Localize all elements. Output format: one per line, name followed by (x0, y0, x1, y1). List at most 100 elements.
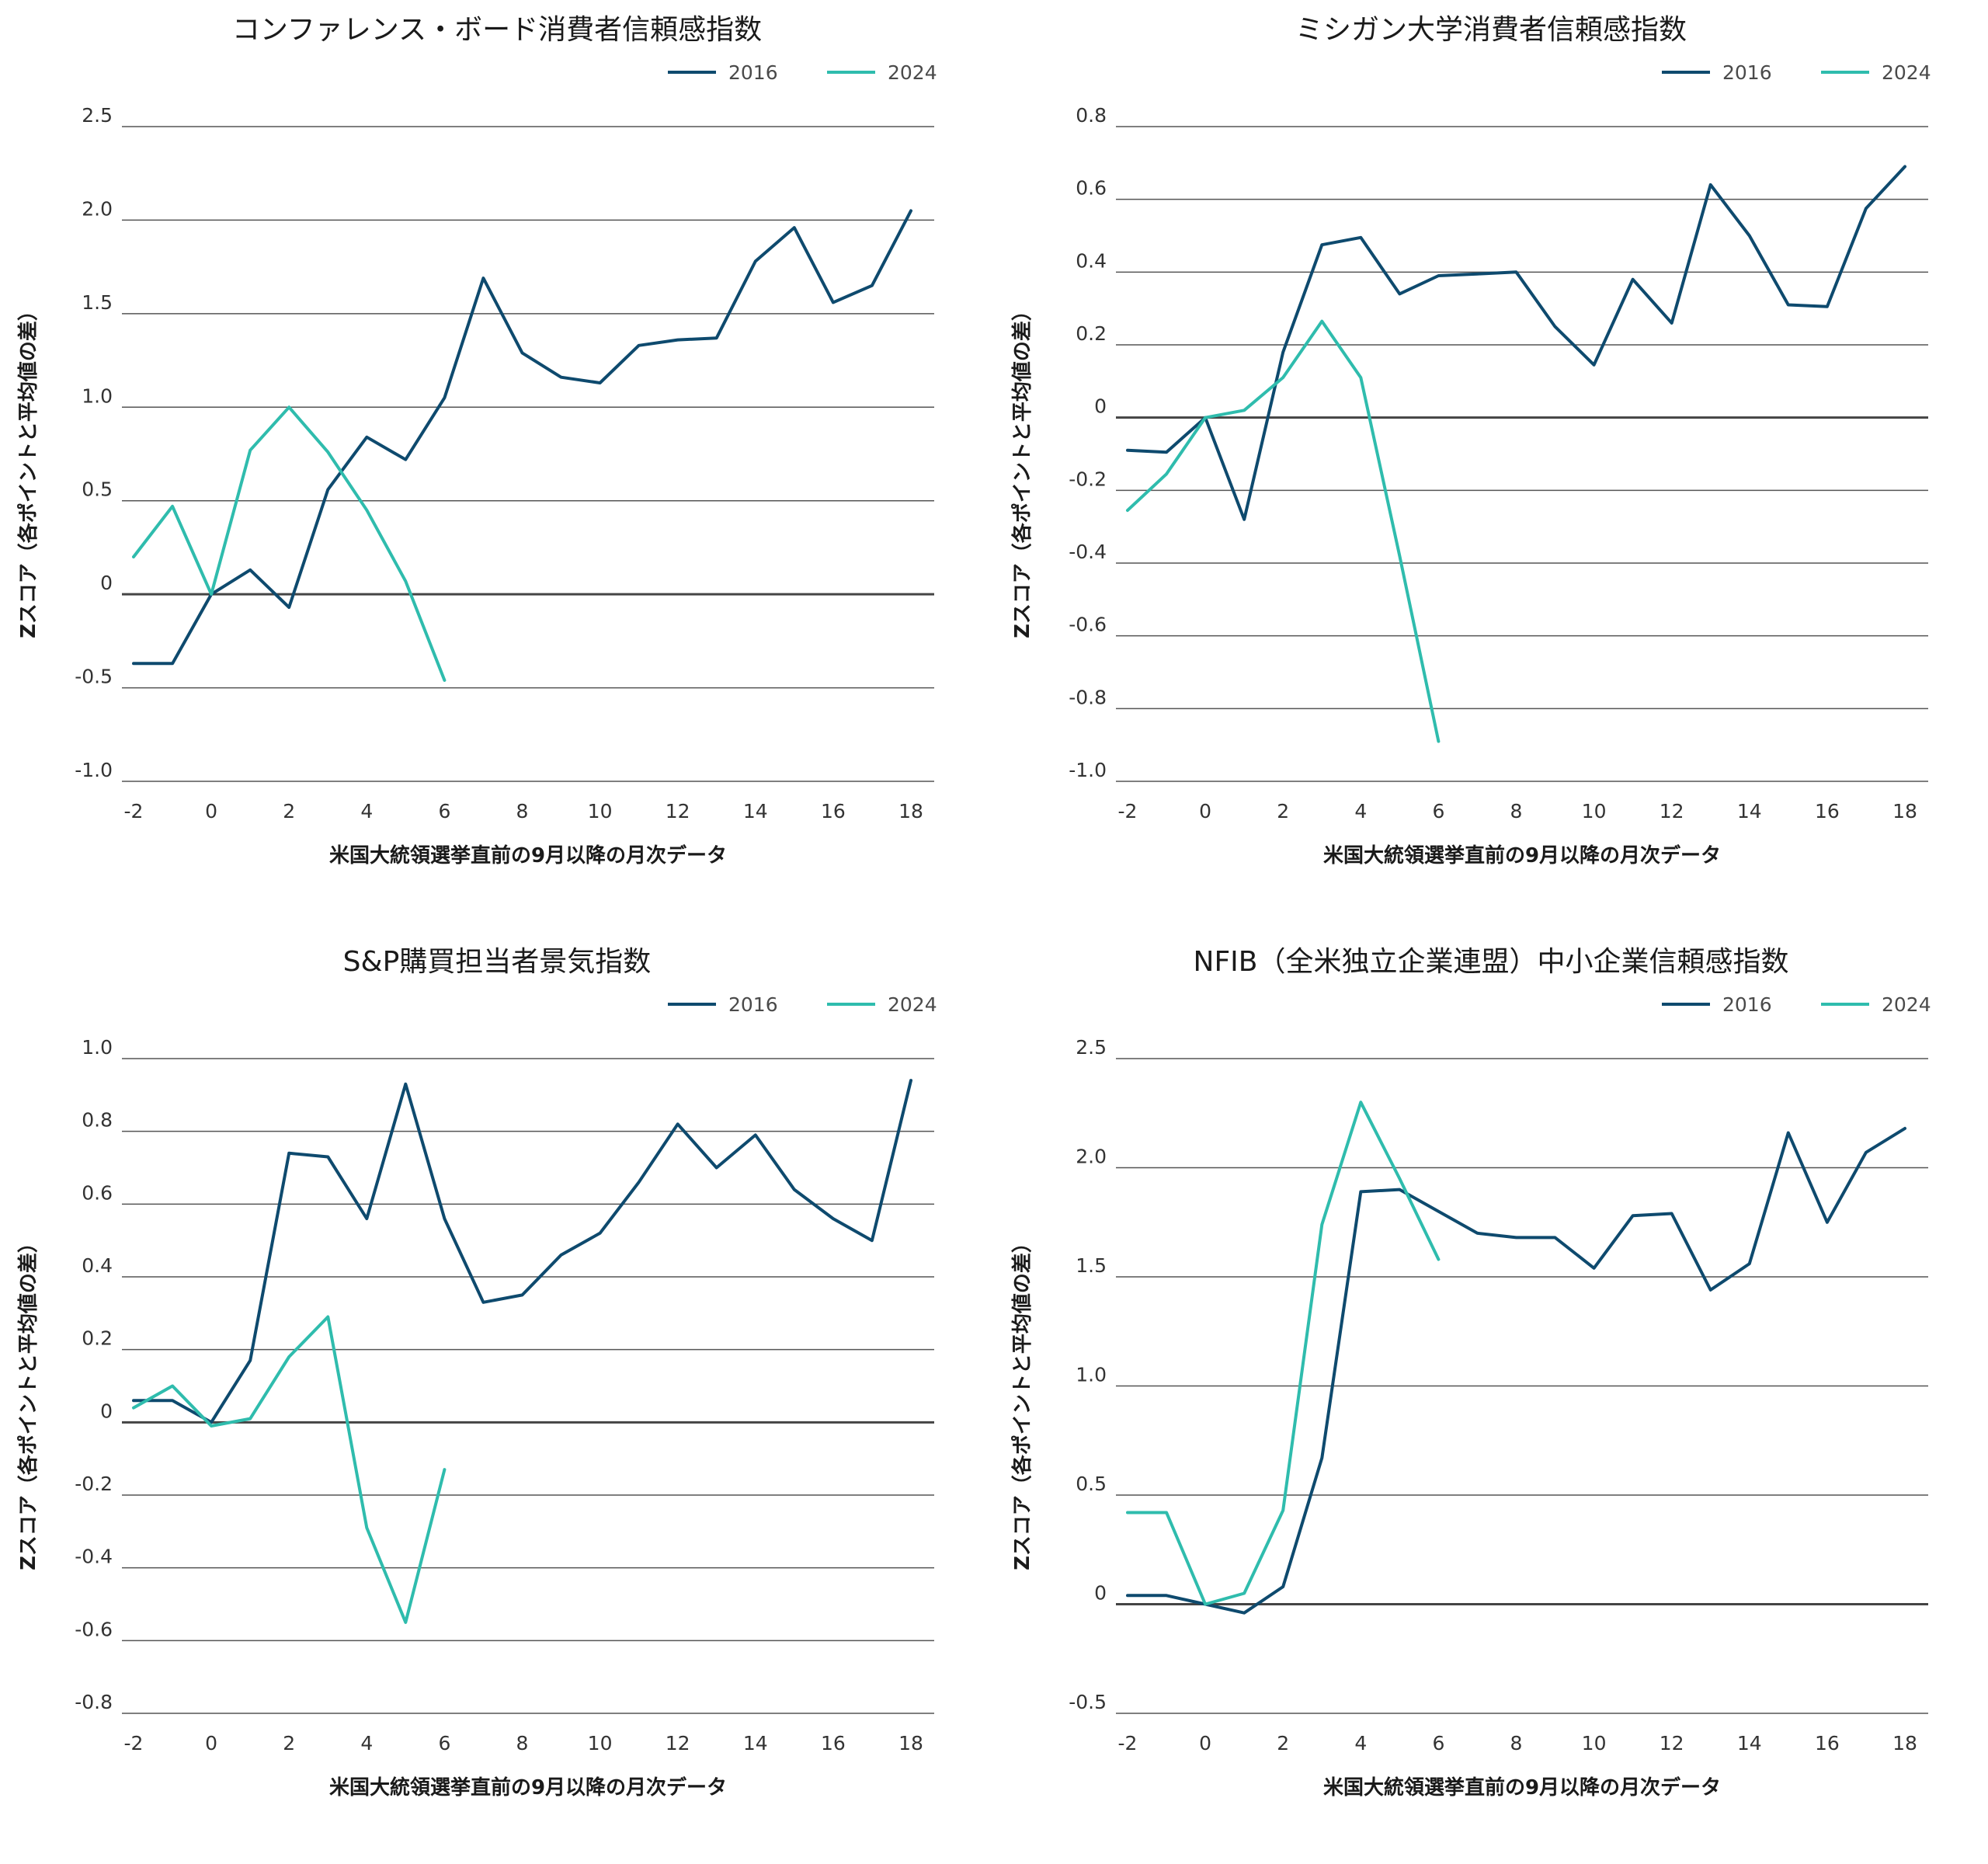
y-tick-label: 2.0 (82, 197, 113, 220)
y-tick-label: 0.4 (82, 1254, 113, 1277)
x-tick-label: 2 (1277, 1732, 1289, 1754)
legend-label: 2016 (728, 61, 778, 84)
x-tick-label: 18 (898, 800, 923, 822)
y-tick-label: -0.8 (75, 1691, 113, 1713)
x-tick-label: 10 (1582, 800, 1607, 822)
x-tick-label: 16 (821, 800, 846, 822)
x-tick-label: 12 (666, 800, 690, 822)
x-tick-label: 12 (666, 1732, 690, 1754)
y-tick-label: 0.4 (1076, 249, 1107, 272)
series-line-2024 (132, 1315, 447, 1624)
x-tick-label: 14 (743, 800, 768, 822)
y-tick-label: 0.8 (82, 1109, 113, 1132)
x-tick-label: 16 (1815, 1732, 1840, 1754)
series-line-2016 (132, 209, 912, 666)
x-tick-label: 0 (205, 800, 217, 822)
y-tick-label: 0.8 (1076, 104, 1107, 127)
y-tick-label: -1.0 (1069, 759, 1107, 781)
y-tick-label: -0.2 (75, 1473, 113, 1495)
legend-label: 2024 (1882, 993, 1931, 1016)
chart-title: NFIB（全米独立企業連盟）中小企業信頼感指数 (1194, 946, 1789, 978)
x-tick-label: 18 (1892, 1732, 1917, 1754)
y-tick-label: -0.4 (75, 1546, 113, 1568)
y-tick-label: 0 (1094, 395, 1107, 418)
chart-svg: ミシガン大学消費者信頼感指数 2016 2024 0.8 0.6 0.4 0.2 0 -0.2 -… (1010, 14, 1931, 868)
x-tick-label: 10 (1582, 1732, 1607, 1754)
legend-label: 2024 (1882, 61, 1931, 84)
y-axis-label: Zスコア（各ポイントと平均値の差） (16, 301, 40, 638)
y-tick-label: 1.0 (1076, 1364, 1107, 1386)
y-tick-label: 0.6 (1076, 177, 1107, 200)
x-tick-label: 18 (898, 1732, 923, 1754)
series-line-2024 (132, 405, 447, 682)
y-tick-label: 2.5 (82, 104, 113, 127)
chart-title: ミシガン大学消費者信頼感指数 (1295, 14, 1687, 46)
y-tick-label: 1.5 (1076, 1254, 1107, 1277)
x-tick-label: 12 (1660, 800, 1684, 822)
series-line-2024 (1126, 319, 1441, 743)
x-tick-label: 6 (1432, 800, 1444, 822)
y-tick-label: 1.0 (82, 1036, 113, 1059)
x-tick-label: 0 (205, 1732, 217, 1754)
series-line-2016 (132, 1079, 912, 1424)
y-tick-label: -0.6 (75, 1618, 113, 1640)
x-tick-label: 10 (588, 1732, 613, 1754)
y-tick-label: 0.2 (82, 1327, 113, 1350)
x-tick-label: -2 (124, 800, 144, 822)
y-tick-label: 0.2 (1076, 322, 1107, 345)
y-tick-label: 2.0 (1076, 1146, 1107, 1168)
x-tick-label: 4 (360, 1732, 373, 1754)
x-tick-label: 6 (1432, 1732, 1444, 1754)
y-tick-label: -0.4 (1069, 541, 1107, 563)
legend-label: 2024 (888, 993, 937, 1016)
chart-title: コンファレンス・ボード消費者信頼感指数 (232, 14, 762, 46)
chart-panel-conference-board: コンファレンス・ボード消費者信頼感指数 2016 2024 2.5 2.0 1.5 1.0 0… (0, 0, 994, 932)
x-tick-label: 14 (743, 1732, 768, 1754)
y-tick-label: 1.5 (82, 291, 113, 314)
x-tick-label: 8 (1510, 1732, 1523, 1754)
chart-title: S&P購買担当者景気指数 (343, 946, 652, 978)
x-tick-label: 0 (1199, 800, 1211, 822)
x-tick-label: 16 (821, 1732, 846, 1754)
y-tick-label: -1.0 (75, 759, 113, 781)
y-tick-label: -0.8 (1069, 686, 1107, 708)
x-tick-label: 4 (1354, 1732, 1367, 1754)
x-axis-label: 米国大統領選挙直前の9月以降の月次データ (329, 843, 727, 868)
series-line-2016 (1126, 165, 1906, 521)
x-tick-label: 8 (516, 1732, 529, 1754)
y-tick-label: 2.5 (1076, 1036, 1107, 1059)
y-tick-label: 0 (1094, 1582, 1107, 1605)
x-tick-label: 16 (1815, 800, 1840, 822)
x-tick-label: -2 (124, 1732, 144, 1754)
y-tick-label: -0.6 (1069, 614, 1107, 636)
x-tick-label: 6 (438, 800, 450, 822)
y-tick-label: 0.5 (82, 478, 113, 501)
y-axis-label: Zスコア（各ポイントと平均値の差） (1010, 1233, 1034, 1570)
chart-panel-sp-pmi: S&P購買担当者景気指数 2016 2024 1.0 0.8 0.6 0.4 0.2 0 -0.2… (0, 932, 994, 1864)
x-axis-label: 米国大統領選挙直前の9月以降の月次データ (1323, 843, 1721, 868)
x-tick-label: 4 (1354, 800, 1367, 822)
x-axis-label: 米国大統領選挙直前の9月以降の月次データ (329, 1775, 727, 1800)
y-tick-label: -0.2 (1069, 468, 1107, 490)
y-tick-label: 0 (100, 572, 113, 594)
legend-label: 2016 (1722, 993, 1772, 1016)
legend-label: 2016 (728, 993, 778, 1016)
x-tick-label: 4 (360, 800, 373, 822)
x-tick-label: 2 (283, 1732, 295, 1754)
legend-label: 2016 (1722, 61, 1772, 84)
x-tick-label: 2 (283, 800, 295, 822)
x-tick-label: -2 (1118, 800, 1138, 822)
x-axis-label: 米国大統領選挙直前の9月以降の月次データ (1323, 1775, 1721, 1800)
chart-panel-nfib: NFIB（全米独立企業連盟）中小企業信頼感指数 2016 2024 2.5 2.0 1.5… (994, 932, 1988, 1864)
y-tick-label: 0.6 (82, 1181, 113, 1204)
y-axis-label: Zスコア（各ポイントと平均値の差） (1010, 301, 1034, 638)
x-tick-label: 10 (588, 800, 613, 822)
y-tick-label: 0 (100, 1400, 113, 1422)
x-tick-label: 12 (1660, 1732, 1684, 1754)
x-tick-label: 14 (1737, 1732, 1762, 1754)
y-tick-label: 1.0 (82, 384, 113, 407)
x-tick-label: 18 (1892, 800, 1917, 822)
x-tick-label: 6 (438, 1732, 450, 1754)
